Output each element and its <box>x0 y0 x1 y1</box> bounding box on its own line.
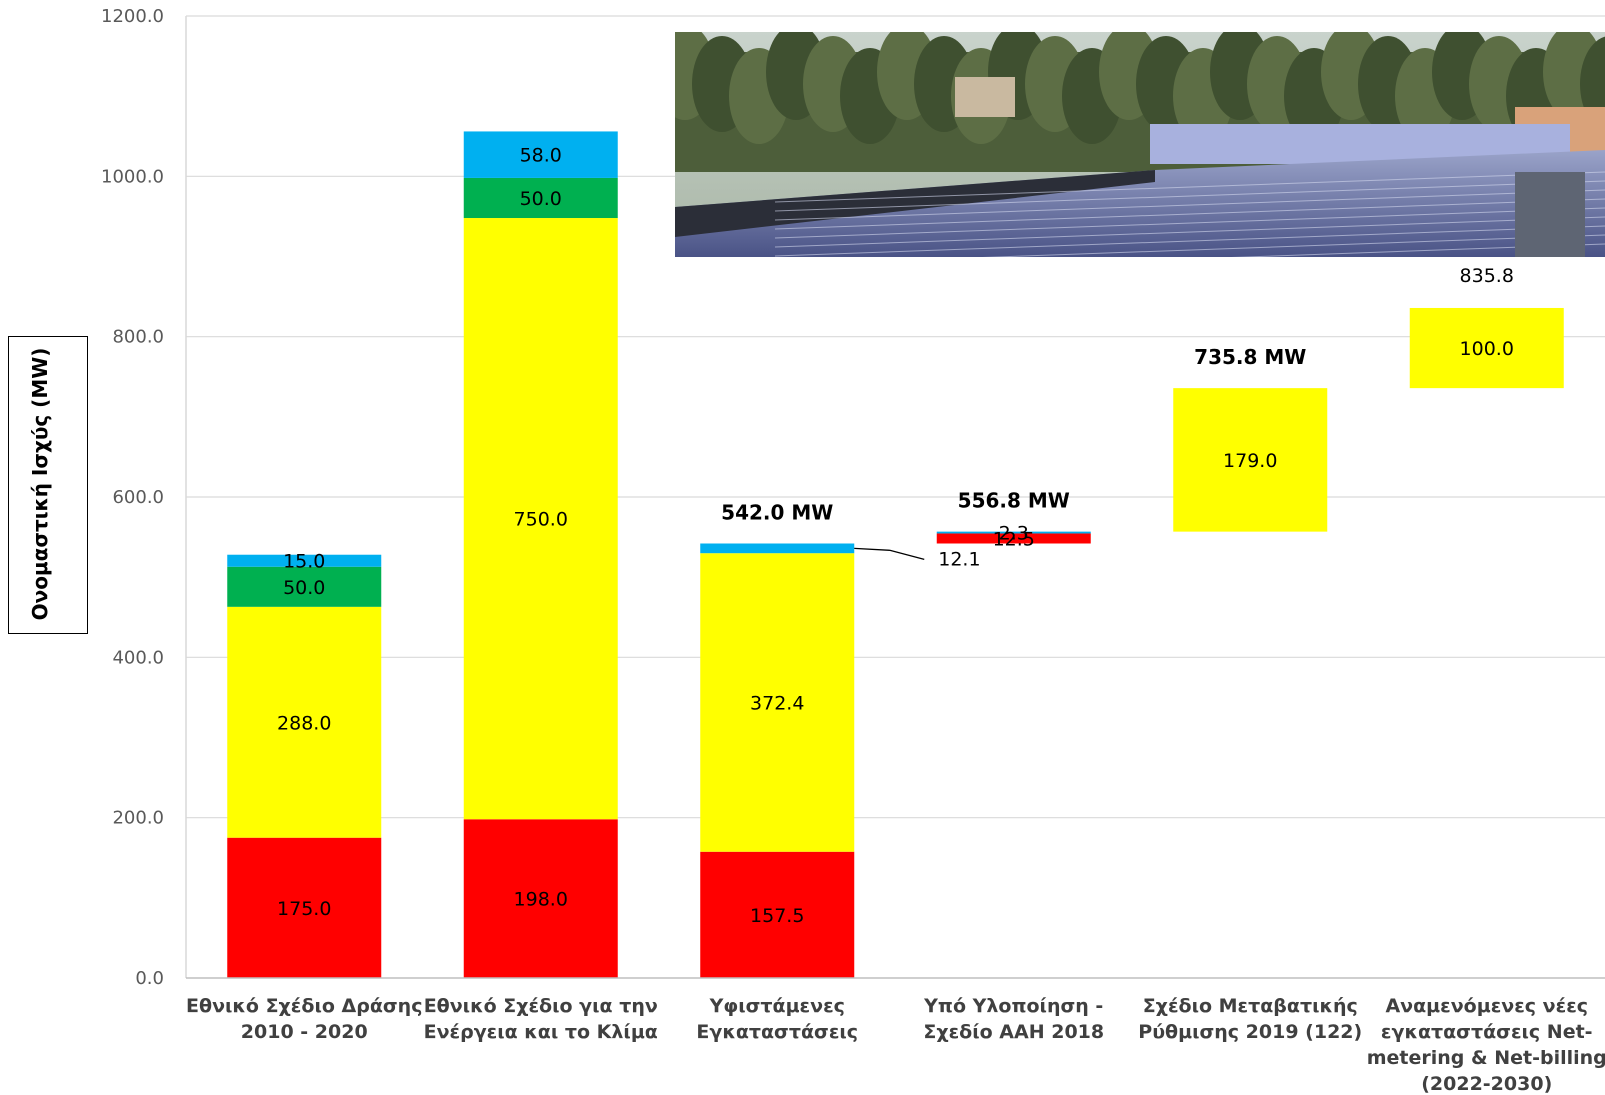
x-tick-label: Υπό Υλοποίηση -Σχεδίο ΑΑΗ 2018 <box>923 995 1104 1043</box>
data-label: 12.5 <box>993 528 1035 550</box>
bar-segment-red <box>936 533 1091 544</box>
x-tick-label: Εθνικό Σχέδιο για την Ενέργεια και το Κλί… <box>424 995 658 1043</box>
bar-segment-yellow <box>227 606 382 838</box>
data-label: 179.0 <box>1223 450 1277 472</box>
data-label: 100.0 <box>1460 338 1514 360</box>
data-label: 2.3 <box>999 523 1029 545</box>
y-tick-label: 1200.0 <box>101 6 164 27</box>
data-label: 372.4 <box>750 692 804 714</box>
x-tick-label: Υφιστάμενες Εγκαταστάσεις <box>696 995 858 1043</box>
bar-segment-red <box>700 851 855 978</box>
bar-segment-red <box>463 819 618 978</box>
photo-panel-line <box>774 189 1605 221</box>
photo-panel-line <box>774 216 1605 248</box>
photo-content <box>675 32 1605 257</box>
photo-panel-line <box>774 198 1605 230</box>
photo-panel-line <box>774 171 1605 203</box>
data-label: 50.0 <box>520 188 562 210</box>
data-label: 58.0 <box>520 145 562 167</box>
bar-segment-blue <box>463 131 618 178</box>
total-label: 556.8 MW <box>958 489 1070 513</box>
photo-roof-edge <box>675 170 1155 237</box>
bar-segment-yellow <box>1173 388 1328 532</box>
data-label: 288.0 <box>277 712 331 734</box>
bar-segment-blue <box>700 543 855 554</box>
y-tick-label: 400.0 <box>112 647 164 668</box>
callout-leader-line <box>854 547 925 560</box>
total-label: 542.0 MW <box>721 500 833 524</box>
bar-segment-blue <box>936 531 1091 534</box>
photo-panel-line <box>1231 243 1605 257</box>
bar-segment-yellow <box>1409 307 1564 389</box>
data-label: 15.0 <box>283 551 325 573</box>
photo-panel-line <box>982 234 1605 257</box>
data-label: 750.0 <box>514 509 568 531</box>
total-label: 735.8 MW <box>1194 345 1306 369</box>
y-tick-label: 200.0 <box>112 808 164 829</box>
data-label: 12.1 <box>938 548 980 570</box>
data-label: 157.5 <box>750 905 804 927</box>
bar-segment-blue <box>227 554 382 567</box>
y-tick-label: 0.0 <box>135 968 164 989</box>
rooftop-solar-panels-photo <box>675 32 1605 257</box>
photo-walkway <box>1515 172 1585 257</box>
y-tick-label: 800.0 <box>112 327 164 348</box>
x-tick-label: Εθνικό Σχέδιο Δράσης 2010 - 2020 <box>186 995 422 1043</box>
bar-segment-green <box>463 177 618 219</box>
axes: 0.0 200.0 400.0 600.0 800.0 1000.0 1200.0 Εθνικ… <box>101 6 1605 1095</box>
data-label: 175.0 <box>277 898 331 920</box>
y-tick-label: 600.0 <box>112 487 164 508</box>
bar-segment-red <box>227 837 382 978</box>
data-label: 198.0 <box>514 889 568 911</box>
photo-building <box>955 77 1015 117</box>
bar-segment-yellow <box>463 218 618 820</box>
y-tick-label: 1000.0 <box>101 166 164 187</box>
photo-panel-line <box>774 180 1605 212</box>
bar-segment-green <box>227 566 382 607</box>
x-tick-label: Αναμενόμενες νέες εγκαταστάσεις Net-meter… <box>1367 995 1605 1095</box>
y-axis-title: Ονομαστική Ισχύς (MW) <box>28 347 52 621</box>
data-label: 50.0 <box>283 577 325 599</box>
data-labels: 175.0 288.0 50.0 15.0 198.0 750.0 50.0 58.0 157.… <box>277 145 1514 927</box>
photo-panel-line <box>774 207 1605 239</box>
y-axis-title-frame <box>8 336 88 634</box>
photo-panel-field <box>675 150 1605 257</box>
photo-panel-line <box>774 225 1605 257</box>
total-label: 835.8 <box>1460 265 1514 287</box>
x-tick-label: Σχέδιο Μεταβατικής Ρύθμισης 2019 (122) <box>1138 995 1362 1043</box>
bar-series <box>227 131 1564 978</box>
bar-segment-yellow <box>700 553 855 852</box>
